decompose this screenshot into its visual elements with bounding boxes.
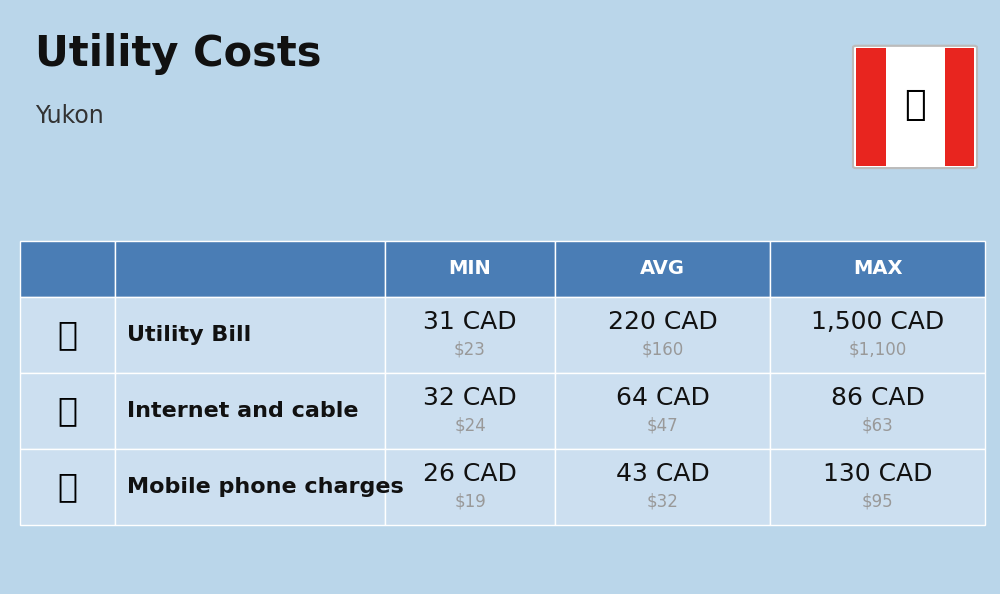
Text: $1,100: $1,100 [848, 341, 907, 359]
Bar [770, 449, 985, 525]
Bar [385, 241, 555, 297]
Bar [115, 297, 385, 373]
Text: 📱: 📱 [58, 470, 78, 504]
Text: 64 CAD: 64 CAD [616, 386, 709, 410]
Bar [770, 373, 985, 449]
Bar [770, 241, 985, 297]
Bar [115, 449, 385, 525]
Bar [115, 241, 385, 297]
Bar [20, 449, 115, 525]
Text: MIN: MIN [449, 260, 491, 278]
Bar [555, 449, 770, 525]
Bar [385, 449, 555, 525]
Bar [555, 373, 770, 449]
Bar [944, 48, 974, 166]
Text: 43 CAD: 43 CAD [616, 462, 709, 486]
Text: 31 CAD: 31 CAD [423, 310, 517, 334]
Bar [770, 297, 985, 373]
Text: $32: $32 [647, 493, 678, 511]
Text: $23: $23 [454, 341, 486, 359]
Text: Utility Bill: Utility Bill [127, 325, 251, 345]
Bar [555, 297, 770, 373]
Text: 32 CAD: 32 CAD [423, 386, 517, 410]
Text: 1,500 CAD: 1,500 CAD [811, 310, 944, 334]
Text: 220 CAD: 220 CAD [608, 310, 717, 334]
Bar [115, 373, 385, 449]
Text: 26 CAD: 26 CAD [423, 462, 517, 486]
Bar [385, 297, 555, 373]
Bar [20, 373, 115, 449]
Text: 📶: 📶 [58, 394, 78, 428]
Text: 🔌: 🔌 [58, 318, 78, 352]
Bar [856, 48, 886, 166]
Text: Yukon: Yukon [35, 104, 104, 128]
Text: 86 CAD: 86 CAD [831, 386, 924, 410]
Text: 🍁: 🍁 [904, 87, 926, 122]
Text: Mobile phone charges: Mobile phone charges [127, 477, 404, 497]
Text: $19: $19 [454, 493, 486, 511]
Text: 130 CAD: 130 CAD [823, 462, 932, 486]
Text: $47: $47 [647, 417, 678, 435]
FancyBboxPatch shape [853, 46, 977, 168]
Bar [20, 241, 115, 297]
Text: $24: $24 [454, 417, 486, 435]
Bar [555, 241, 770, 297]
Text: $63: $63 [862, 417, 893, 435]
Text: AVG: AVG [640, 260, 685, 278]
Text: $160: $160 [641, 341, 684, 359]
Text: $95: $95 [862, 493, 893, 511]
Bar [385, 373, 555, 449]
Text: Utility Costs: Utility Costs [35, 33, 322, 75]
Text: MAX: MAX [853, 260, 902, 278]
Text: Internet and cable: Internet and cable [127, 401, 358, 421]
Bar [20, 297, 115, 373]
